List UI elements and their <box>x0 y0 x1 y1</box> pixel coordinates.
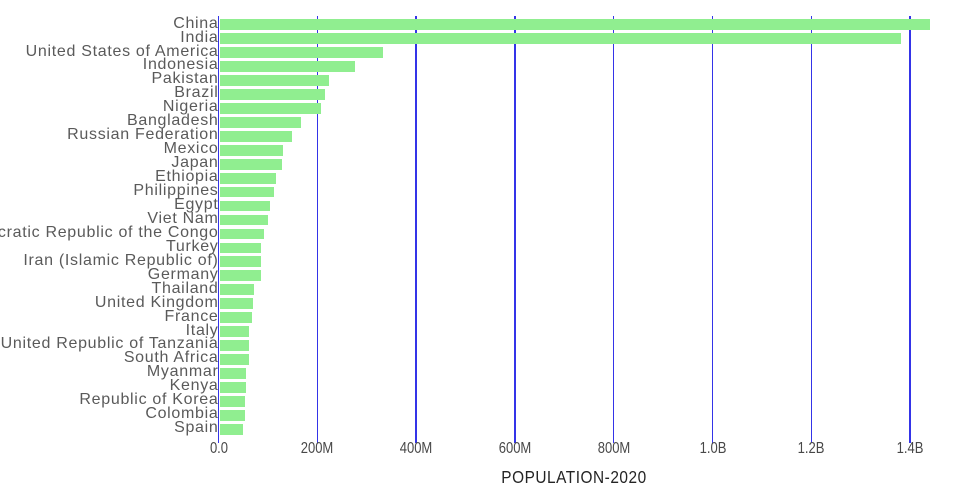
bar-iran-islamic-republic-of- <box>219 256 261 268</box>
bar-brazil <box>219 89 325 100</box>
bar-colombia <box>219 409 245 421</box>
x-tick-label: 600M <box>498 440 532 457</box>
category-label: Mexico <box>163 140 219 158</box>
category-label: Kenya <box>169 377 219 395</box>
bar-united-republic-of-tanzania <box>219 340 249 351</box>
category-label: South Africa <box>123 349 219 367</box>
category-label: Japan <box>171 154 219 172</box>
category-label: Viet Nam <box>147 209 219 227</box>
category-label: Democratic Republic of the Congo <box>0 223 219 241</box>
bar-united-states-of-america <box>219 47 383 58</box>
gridline-1.0B <box>711 16 714 443</box>
gridline-1.4B <box>909 16 911 443</box>
bar-nigeria <box>219 103 322 114</box>
bar-south-africa <box>219 354 249 365</box>
category-label: Thailand <box>151 279 219 297</box>
x-tick-label: 200M <box>301 440 334 457</box>
bar-japan <box>219 158 282 170</box>
bar-viet-nam <box>219 214 268 226</box>
bar-india <box>219 33 902 45</box>
category-label: Italy <box>185 321 219 339</box>
category-label: Colombia <box>145 405 219 423</box>
category-label: Bangladesh <box>126 112 219 130</box>
bar-mexico <box>219 144 284 156</box>
category-label: China <box>173 14 219 32</box>
category-label: Brazil <box>174 84 219 102</box>
bar-spain <box>219 423 243 435</box>
bar-democratic-republic-of-the-congo <box>219 228 264 240</box>
bar-thailand <box>219 284 254 296</box>
category-label: Russian Federation <box>67 126 219 144</box>
bar-france <box>219 312 252 324</box>
category-label: United Kingdom <box>94 293 219 311</box>
x-tick-label: 400M <box>399 440 433 457</box>
bar-republic-of-korea <box>219 395 245 407</box>
category-label: Myanmar <box>146 363 219 381</box>
x-tick-label: 1.4B <box>896 440 924 457</box>
gridline-600M <box>514 16 516 443</box>
x-axis-title: POPULATION-2020 <box>501 467 647 487</box>
x-tick-label: 1.2B <box>797 440 825 457</box>
category-label: Spain <box>174 419 219 437</box>
bar-united-kingdom <box>219 298 254 310</box>
x-tick-label: 1.0B <box>699 440 726 457</box>
gridline-0.0 <box>217 16 220 443</box>
bar-turkey <box>219 242 262 254</box>
bar-indonesia <box>219 61 355 72</box>
category-label: Germany <box>147 265 219 283</box>
bar-pakistan <box>219 75 329 86</box>
gridline-1.2B <box>810 16 813 443</box>
x-tick-label: 800M <box>597 440 630 457</box>
category-label: Indonesia <box>142 56 219 74</box>
bar-russian-federation <box>219 130 292 142</box>
bar-kenya <box>219 382 247 393</box>
category-label: United States of America <box>25 42 219 60</box>
bar-bangladesh <box>219 116 301 128</box>
category-label: Ethiopia <box>155 168 219 186</box>
bar-myanmar <box>219 368 247 379</box>
bar-italy <box>219 326 250 337</box>
category-label: Turkey <box>165 237 219 255</box>
x-tick-label: 0.0 <box>209 440 228 457</box>
category-label: United Republic of Tanzania <box>0 335 219 353</box>
bar-ethiopia <box>219 172 277 184</box>
bar-philippines <box>219 186 274 198</box>
category-label: Egypt <box>174 195 219 213</box>
category-label: India <box>180 28 219 46</box>
gridline-800M <box>612 16 615 443</box>
category-label: Pakistan <box>151 70 219 88</box>
gridline-200M <box>316 16 319 443</box>
category-label: Republic of Korea <box>79 391 219 409</box>
category-label: Iran (Islamic Republic of) <box>23 251 219 269</box>
category-label: France <box>164 307 219 325</box>
category-label: Nigeria <box>162 98 219 116</box>
bar-germany <box>219 270 261 282</box>
bar-china <box>219 19 931 31</box>
category-label: Philippines <box>133 182 219 199</box>
gridline-400M <box>415 16 417 443</box>
bar-egypt <box>219 200 271 212</box>
